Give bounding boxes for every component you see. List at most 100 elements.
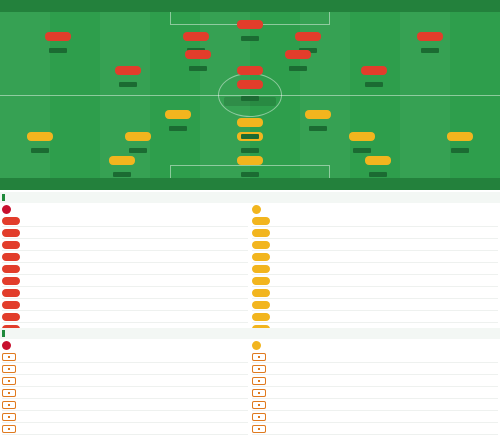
player-rating [241, 96, 259, 101]
pitch-stripe [400, 0, 450, 190]
substitutes-title [0, 192, 500, 203]
injury-icon [2, 400, 16, 409]
list-item[interactable] [252, 363, 498, 375]
list-item[interactable] [2, 215, 248, 227]
away-player[interactable] [22, 132, 58, 153]
player-rating [169, 126, 187, 131]
away-injuries-header [252, 340, 498, 351]
list-item[interactable] [2, 239, 248, 251]
list-item[interactable] [252, 375, 498, 387]
list-item[interactable] [252, 227, 498, 239]
shirt-number [252, 228, 270, 237]
list-item[interactable] [252, 399, 498, 411]
list-item[interactable] [2, 299, 248, 311]
shirt-number [2, 300, 20, 309]
list-item[interactable] [252, 299, 498, 311]
shirt-number [252, 288, 270, 297]
list-item[interactable] [2, 399, 248, 411]
shirt-number [285, 50, 311, 59]
injury-icon [252, 388, 266, 397]
list-item[interactable] [252, 311, 498, 323]
shirt-number [305, 110, 331, 119]
list-item[interactable] [2, 275, 248, 287]
home-player[interactable] [180, 50, 216, 71]
home-player[interactable] [290, 32, 326, 53]
injury-icon [2, 352, 16, 361]
player-rating [353, 148, 371, 153]
list-item[interactable] [252, 215, 498, 227]
list-item[interactable] [2, 423, 248, 435]
home-player[interactable] [280, 50, 316, 71]
shirt-number [2, 312, 20, 321]
list-item[interactable] [2, 287, 248, 299]
pitch-stripe [0, 0, 50, 190]
lineup-header [0, 0, 500, 12]
list-item[interactable] [2, 263, 248, 275]
away-player[interactable] [300, 110, 336, 131]
player-rating [241, 134, 259, 139]
list-item[interactable] [2, 227, 248, 239]
player-rating [113, 172, 131, 177]
list-item[interactable] [2, 251, 248, 263]
list-item[interactable] [252, 387, 498, 399]
list-item[interactable] [252, 263, 498, 275]
away-player[interactable] [442, 132, 478, 153]
shirt-number [252, 264, 270, 273]
shirt-number [185, 50, 211, 59]
shirt-number [252, 300, 270, 309]
player-rating [309, 126, 327, 131]
shirt-number [237, 156, 263, 165]
list-item[interactable] [2, 375, 248, 387]
list-item[interactable] [2, 363, 248, 375]
shirt-number [252, 276, 270, 285]
shirt-number [361, 66, 387, 75]
list-item[interactable] [252, 423, 498, 435]
shirt-number [2, 228, 20, 237]
shirt-number [109, 156, 135, 165]
away-player[interactable] [104, 156, 140, 177]
list-item[interactable] [252, 411, 498, 423]
shirt-number [45, 32, 71, 41]
away-subs-header [252, 204, 498, 215]
shirt-number [2, 276, 20, 285]
away-player[interactable] [344, 132, 380, 153]
injury-icon [2, 364, 16, 373]
away-crest-icon [252, 205, 261, 214]
list-item[interactable] [2, 411, 248, 423]
shirt-number [115, 66, 141, 75]
list-item[interactable] [252, 287, 498, 299]
home-player[interactable] [232, 20, 268, 41]
player-rating [189, 66, 207, 71]
shirt-number [2, 216, 20, 225]
list-item[interactable] [252, 275, 498, 287]
away-player[interactable] [160, 110, 196, 131]
home-player[interactable] [40, 32, 76, 53]
injury-icon [252, 424, 266, 433]
home-player[interactable] [178, 32, 214, 53]
home-injuries [2, 340, 248, 435]
away-player[interactable] [120, 132, 156, 153]
shirt-number [237, 66, 263, 75]
shirt-number [252, 216, 270, 225]
list-item[interactable] [2, 351, 248, 363]
shirt-number [252, 240, 270, 249]
away-player[interactable] [360, 156, 396, 177]
list-item[interactable] [252, 239, 498, 251]
away-player[interactable] [232, 156, 268, 177]
list-item[interactable] [2, 387, 248, 399]
home-player[interactable] [232, 80, 268, 101]
away-substitutes [252, 204, 498, 335]
injury-icon [252, 364, 266, 373]
injury-icon [252, 400, 266, 409]
injury-icon [252, 352, 266, 361]
list-item[interactable] [252, 251, 498, 263]
score-plate [224, 97, 276, 106]
player-rating [241, 36, 259, 41]
home-player[interactable] [356, 66, 392, 87]
list-item[interactable] [2, 311, 248, 323]
shirt-number [237, 20, 263, 29]
home-player[interactable] [110, 66, 146, 87]
home-player[interactable] [412, 32, 448, 53]
away-player[interactable] [232, 118, 268, 139]
list-item[interactable] [252, 351, 498, 363]
